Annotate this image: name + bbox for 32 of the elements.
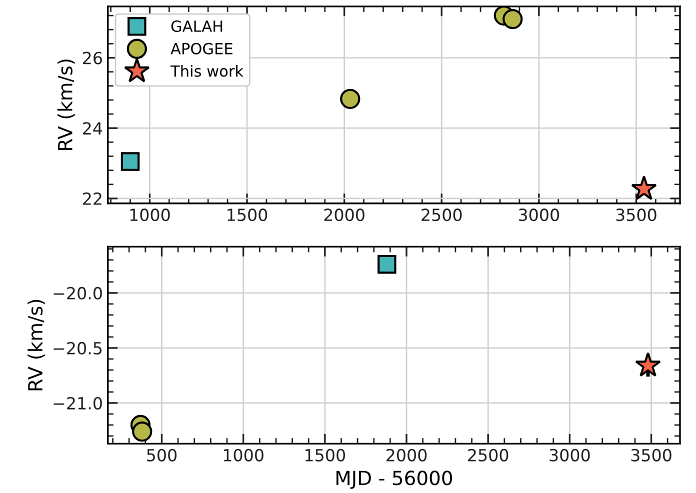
point [631,175,657,200]
x-tick-label: 2000 [324,208,364,222]
y-tick-label: −21.0 [54,396,102,410]
x-tick-label: 2000 [386,448,427,462]
x-tick-label: 3000 [518,208,560,222]
point [635,352,661,377]
y-tick-label: 24 [83,122,102,134]
y-tick-label: 26 [83,52,102,64]
y-axis-title: RV (km/s) [57,60,75,150]
x-tick-label: 500 [147,448,177,462]
y-tick-label: −20.0 [54,286,102,300]
x-tick-label: 1500 [228,208,268,222]
x-tick-label: 3500 [631,448,672,462]
y-axis-title: RV (km/s) [28,300,45,390]
point [378,254,396,274]
point [502,9,523,30]
x-tick-label: 3000 [550,448,590,462]
point [132,422,152,442]
x-tick-label: 2500 [468,448,508,462]
x-tick-label: 2500 [422,208,462,222]
legend-label: This work [170,65,244,77]
x-tick-label: 1500 [306,448,346,462]
legend-label: APOGEE [170,42,232,54]
legend-label: GALAH [171,20,222,32]
y-tick-label: 22 [83,192,102,205]
point [340,88,360,109]
x-axis-title: MJD - 56000 [336,470,452,489]
point [120,152,140,171]
x-tick-label: 1000 [130,208,170,222]
y-tick-label: −20.5 [54,342,102,355]
x-tick-label: 3500 [616,208,656,222]
x-tick-label: 1000 [224,448,264,462]
